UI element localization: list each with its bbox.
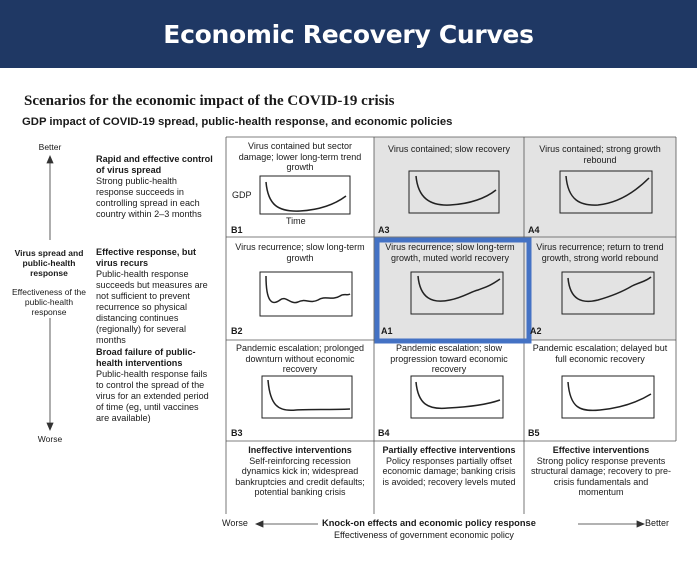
cell-caption-b4: Pandemic escalation; slow progression to… xyxy=(390,343,508,374)
cell-code-a3: A3 xyxy=(378,225,390,235)
row-desc-rapid-control: Rapid and effective control of virus spr… xyxy=(96,154,214,220)
cell-shade-a1 xyxy=(374,237,524,340)
x-axis-title: Knock-on effects and economic policy res… xyxy=(322,518,536,528)
row-desc-broad-failure: Broad failure of public-health intervent… xyxy=(96,347,214,424)
curve-b2 xyxy=(265,275,351,304)
y-axis-arrow xyxy=(46,154,54,432)
cell-caption-b1: Virus contained but sector damage; lower… xyxy=(238,141,362,172)
cell-caption-b5: Pandemic escalation; delayed but full ec… xyxy=(532,343,668,364)
gdp-axis-label: GDP xyxy=(232,190,252,200)
x-axis-arrow xyxy=(254,520,646,528)
cell-caption-a3: Virus contained; slow recovery xyxy=(388,144,510,154)
col-desc-ineffective: Ineffective interventions Self-reinforci… xyxy=(230,445,370,498)
y-axis-subtitle: Effectiveness of the public-health respo… xyxy=(11,287,87,317)
col-desc-effective: Effective interventions Strong policy re… xyxy=(530,445,672,498)
figure-title: Scenarios for the economic impact of the… xyxy=(24,93,395,109)
cell-code-b5: B5 xyxy=(528,428,540,438)
row-heading: Rapid and effective control of virus spr… xyxy=(96,154,213,175)
recovery-curves xyxy=(265,175,652,412)
curve-b3 xyxy=(267,379,351,412)
col-desc-partial: Partially effective interventions Policy… xyxy=(380,445,518,487)
title-banner: Economic Recovery Curves xyxy=(0,0,697,68)
x-axis-subtitle: Effectiveness of government economic pol… xyxy=(334,530,514,540)
cell-code-b4: B4 xyxy=(378,428,390,438)
col-heading: Ineffective interventions xyxy=(248,445,352,455)
cell-caption-a2: Virus recurrence; return to trend growth… xyxy=(536,242,664,263)
row-body: Public-health response succeeds but meas… xyxy=(96,269,208,345)
cell-caption-b3: Pandemic escalation; prolonged downturn … xyxy=(235,343,365,374)
banner-title: Economic Recovery Curves xyxy=(163,19,534,49)
cell-caption-a1: Virus recurrence; slow long-term growth,… xyxy=(385,242,515,263)
col-body: Strong policy response prevents structur… xyxy=(530,455,672,498)
y-axis-bottom-label: Worse xyxy=(37,434,63,444)
col-body: Self-reinforcing recession dynamics kick… xyxy=(235,455,365,498)
curve-b5 xyxy=(567,381,652,412)
curve-b4 xyxy=(415,381,501,410)
cell-code-b3: B3 xyxy=(231,428,243,438)
curve-a2 xyxy=(567,276,652,303)
row-desc-virus-recurs: Effective response, but virus recurs Pub… xyxy=(96,247,214,346)
figure-subtitle: GDP impact of COVID-19 spread, public-he… xyxy=(22,116,453,128)
row-body: Public-health response fails to control … xyxy=(96,369,209,423)
curve-b1 xyxy=(265,181,347,212)
cell-shade-a4 xyxy=(524,137,676,237)
cell-shade-a2 xyxy=(524,237,676,340)
y-axis-title: Virus spread and public-health response xyxy=(14,248,84,278)
y-axis-top-label: Better xyxy=(38,142,62,152)
x-axis-left-label: Worse xyxy=(222,518,248,528)
col-heading: Partially effective interventions xyxy=(382,445,516,455)
cell-code-b2: B2 xyxy=(231,326,243,336)
row-body: Strong public-health response succeeds i… xyxy=(96,176,202,219)
cell-code-a1: A1 xyxy=(381,326,393,336)
cell-code-a2: A2 xyxy=(530,326,542,336)
time-axis-label: Time xyxy=(286,216,306,226)
x-axis-right-label: Better xyxy=(645,518,670,528)
col-heading: Effective interventions xyxy=(552,445,650,455)
highlight-box-a1 xyxy=(374,237,532,344)
grid-lines xyxy=(225,136,677,514)
cell-code-b1: B1 xyxy=(231,225,243,235)
curve-a1 xyxy=(417,275,501,302)
mini-chart-frames xyxy=(259,170,655,419)
curve-a4 xyxy=(565,175,650,206)
curve-a3 xyxy=(415,175,497,206)
cell-code-a4: A4 xyxy=(528,225,540,235)
row-heading: Broad failure of public-health intervent… xyxy=(96,347,196,368)
cell-caption-b2: Virus recurrence; slow long-term growth xyxy=(235,242,365,263)
cell-caption-a4: Virus contained; strong growth rebound xyxy=(539,144,661,165)
row-heading: Effective response, but virus recurs xyxy=(96,247,197,268)
col-body: Policy responses partially offset econom… xyxy=(382,455,516,487)
